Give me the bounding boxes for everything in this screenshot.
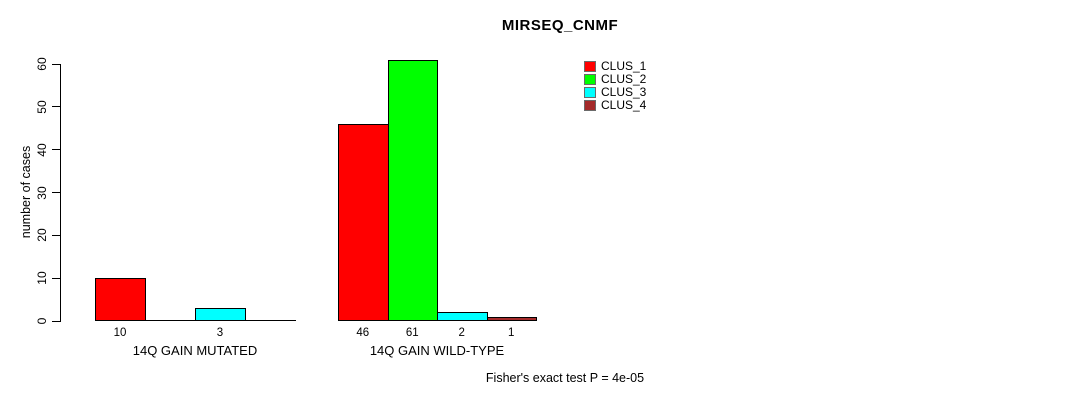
legend-item-CLUS_4: CLUS_4 (584, 99, 646, 112)
y-tick-label: 30 (35, 185, 49, 200)
zero-bar-CLUS_2-0 (145, 320, 196, 321)
group-label-mutated: 14Q GAIN MUTATED (132, 343, 258, 358)
bar-value-label: 2 (458, 327, 465, 339)
bar-CLUS_3-1 (437, 312, 488, 321)
y-axis-line (60, 64, 61, 322)
y-tick-label: 40 (35, 142, 49, 157)
bar-CLUS_4-1 (486, 317, 537, 321)
bar-CLUS_1-0 (95, 278, 146, 321)
legend-swatch-CLUS_3 (584, 87, 596, 98)
bar-CLUS_1-1 (338, 124, 389, 321)
legend-swatch-CLUS_1 (584, 61, 596, 72)
legend-swatch-CLUS_2 (584, 74, 596, 85)
bar-value-label: 1 (508, 327, 515, 339)
chart-title: MIRSEQ_CNMF (501, 17, 619, 34)
legend-label: CLUS_2 (601, 72, 647, 86)
y-tick-label: 0 (35, 317, 49, 325)
y-tick (52, 149, 60, 151)
y-tick (52, 234, 60, 236)
y-tick-label: 50 (35, 100, 49, 114)
y-tick (52, 106, 60, 108)
legend-item-CLUS_3: CLUS_3 (584, 86, 646, 99)
bar-value-label: 61 (405, 327, 419, 339)
legend-label: CLUS_4 (601, 98, 647, 112)
y-tick-label: 20 (35, 228, 49, 243)
bar-value-label: 10 (113, 327, 127, 339)
legend-item-CLUS_1: CLUS_1 (584, 60, 646, 73)
legend-item-CLUS_2: CLUS_2 (584, 73, 646, 86)
bar-CLUS_3-0 (195, 308, 246, 321)
bar-value-label: 3 (216, 327, 224, 339)
fisher-test-footnote: Fisher's exact test P = 4e-05 (485, 371, 645, 385)
legend: CLUS_1 CLUS_2 CLUS_3 CLUS_4 (584, 60, 646, 112)
y-tick (52, 320, 60, 322)
bar-value-label: 46 (356, 327, 370, 339)
y-tick (52, 63, 60, 65)
y-tick-label: 10 (35, 271, 49, 285)
group-label-wild-type: 14Q GAIN WILD-TYPE (369, 343, 505, 358)
y-axis-label: number of cases (19, 145, 33, 239)
bar-CLUS_2-1 (387, 60, 438, 321)
legend-swatch-CLUS_4 (584, 100, 596, 111)
legend-label: CLUS_1 (601, 59, 647, 73)
y-tick-label: 60 (35, 57, 49, 71)
y-tick (52, 192, 60, 193)
legend-label: CLUS_3 (601, 85, 647, 99)
y-tick (52, 277, 60, 279)
zero-bar-CLUS_4-0 (245, 320, 296, 321)
